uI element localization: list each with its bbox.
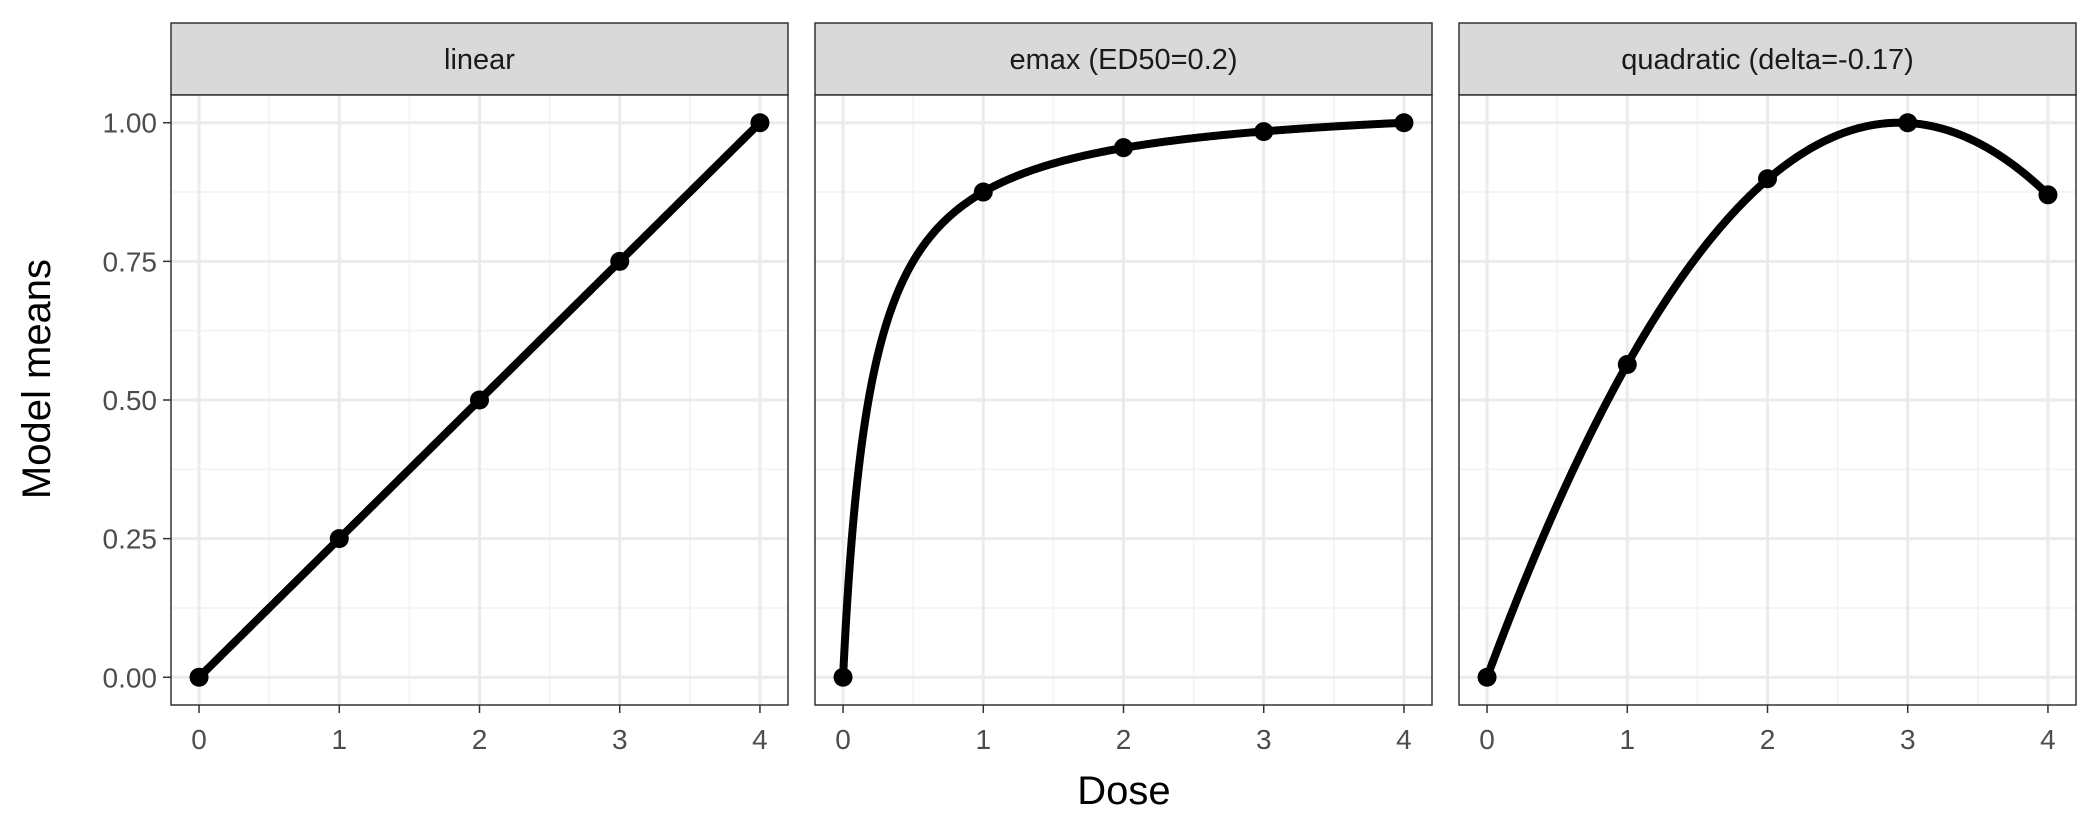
x-tick-label: 3 bbox=[1900, 724, 1916, 755]
x-tick-label: 1 bbox=[1619, 724, 1635, 755]
x-tick-label: 0 bbox=[191, 724, 207, 755]
panel-title: quadratic (delta=-0.17) bbox=[1621, 44, 1914, 76]
y-tick-label: 0.50 bbox=[103, 385, 158, 416]
y-tick-label: 0.00 bbox=[103, 662, 158, 693]
data-point bbox=[470, 390, 489, 410]
strip-background bbox=[814, 22, 1433, 96]
panel-linear: linear 0 1 2 3 4 bbox=[170, 22, 789, 755]
x-tick-label: 0 bbox=[1479, 724, 1495, 755]
panel-emax: emax (ED50=0.2) 0 1 2 3 4 bbox=[814, 22, 1433, 755]
x-tick-label: 3 bbox=[612, 724, 628, 755]
data-point bbox=[1617, 355, 1637, 375]
data-point bbox=[750, 113, 770, 133]
x-tick-label: 4 bbox=[752, 724, 768, 755]
data-point bbox=[2038, 185, 2058, 205]
x-axis-title: Dose bbox=[1077, 769, 1170, 813]
panel-quadratic: quadratic (delta=-0.17) 0 1 2 3 4 bbox=[1458, 22, 2077, 755]
data-point bbox=[329, 529, 349, 549]
y-axis: 0.00 0.25 0.50 0.75 1.00 bbox=[103, 108, 171, 693]
y-tick-label: 0.75 bbox=[103, 246, 158, 277]
x-tick-label: 2 bbox=[472, 724, 488, 755]
x-tick-label: 2 bbox=[1760, 724, 1776, 755]
data-point bbox=[973, 182, 993, 202]
strip-background bbox=[170, 22, 789, 96]
x-tick-label: 3 bbox=[1256, 724, 1272, 755]
data-point bbox=[610, 251, 630, 271]
strip-background bbox=[1458, 22, 2077, 96]
x-tick-label: 1 bbox=[975, 724, 991, 755]
x-tick-label: 1 bbox=[331, 724, 347, 755]
x-tick-label: 0 bbox=[835, 724, 851, 755]
data-point bbox=[1114, 138, 1133, 158]
y-tick-label: 0.25 bbox=[103, 524, 158, 555]
data-point bbox=[1254, 122, 1274, 142]
panel-title: emax (ED50=0.2) bbox=[1009, 44, 1237, 76]
x-tick-label: 2 bbox=[1116, 724, 1132, 755]
y-axis-title: Model means bbox=[15, 259, 59, 499]
x-tick-label: 4 bbox=[1396, 724, 1412, 755]
data-point bbox=[833, 667, 853, 687]
y-tick-label: 1.00 bbox=[103, 108, 158, 139]
data-point bbox=[1394, 113, 1414, 133]
x-tick-label: 4 bbox=[2040, 724, 2056, 755]
data-point bbox=[1758, 169, 1777, 189]
data-point bbox=[1477, 667, 1497, 687]
data-point bbox=[189, 667, 209, 687]
data-point bbox=[1898, 113, 1918, 133]
panel-title: linear bbox=[444, 44, 515, 76]
